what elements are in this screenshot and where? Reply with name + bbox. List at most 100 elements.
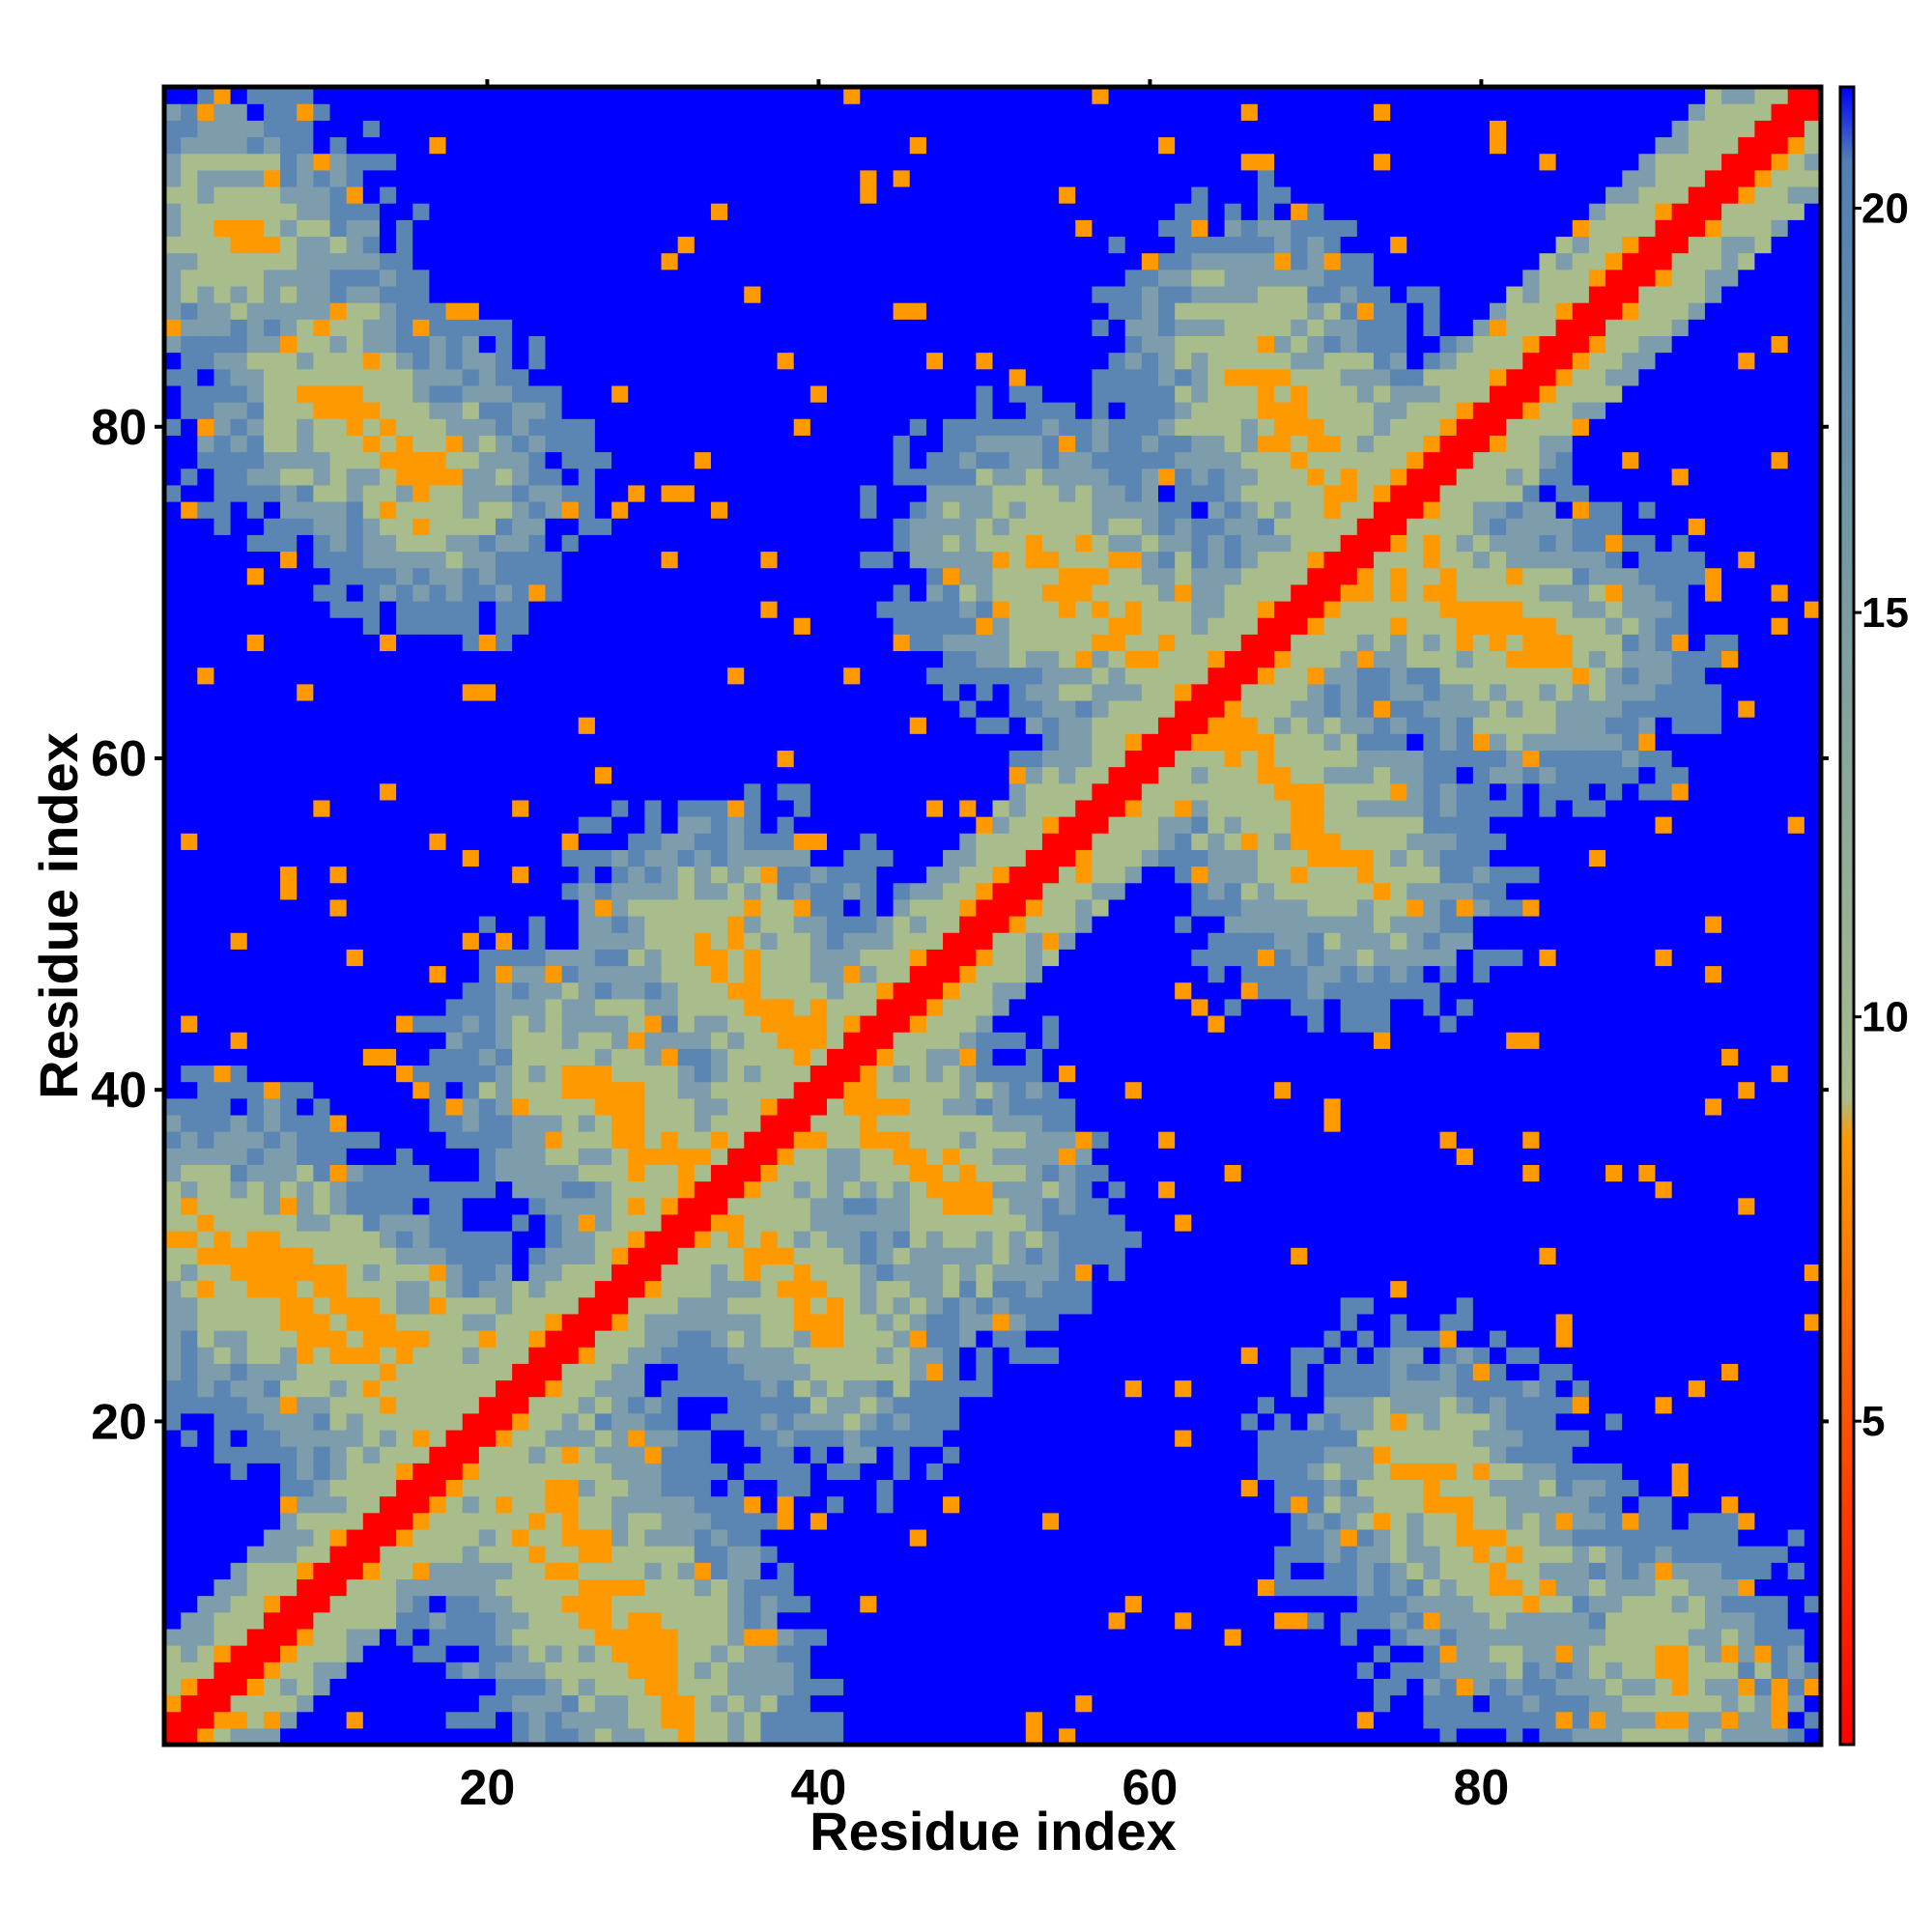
heatmap-cell xyxy=(843,1048,861,1066)
heatmap-cell xyxy=(313,153,331,171)
heatmap-cell xyxy=(594,169,612,187)
heatmap-cell xyxy=(164,1180,182,1199)
heatmap-cell xyxy=(164,551,182,569)
heatmap-cell xyxy=(976,1446,994,1463)
heatmap-cell xyxy=(412,1363,430,1381)
heatmap-cell xyxy=(661,1213,679,1232)
heatmap-cell xyxy=(959,750,977,768)
heatmap-cell xyxy=(843,965,861,983)
heatmap-cell xyxy=(976,849,994,867)
heatmap-cell xyxy=(561,766,580,784)
heatmap-cell xyxy=(976,1578,994,1597)
heatmap-cell xyxy=(677,1363,696,1381)
heatmap-cell xyxy=(644,418,663,436)
heatmap-cell xyxy=(561,252,580,270)
heatmap-cell xyxy=(379,866,397,884)
heatmap-cell xyxy=(181,418,198,436)
heatmap-cell xyxy=(197,1495,215,1514)
heatmap-cell xyxy=(744,103,761,121)
heatmap-cell xyxy=(760,1678,779,1696)
heatmap-cell xyxy=(661,1363,679,1381)
heatmap-cell xyxy=(496,932,513,950)
heatmap-cell xyxy=(478,203,497,220)
heatmap-cell xyxy=(827,285,844,303)
heatmap-cell xyxy=(362,418,381,436)
heatmap-cell xyxy=(594,319,612,336)
heatmap-cell xyxy=(164,567,182,585)
heatmap-cell xyxy=(478,1694,497,1713)
heatmap-cell xyxy=(496,1330,513,1348)
heatmap-cell xyxy=(677,1180,696,1199)
heatmap-cell xyxy=(478,667,497,685)
heatmap-cell xyxy=(876,120,895,138)
heatmap-cell xyxy=(478,816,497,834)
heatmap-cell xyxy=(181,1727,198,1746)
heatmap-cell xyxy=(594,185,612,204)
heatmap-cell xyxy=(876,998,895,1016)
heatmap-cell xyxy=(362,1562,381,1579)
heatmap-cell xyxy=(412,634,430,652)
heatmap-cell xyxy=(462,833,480,850)
heatmap-cell xyxy=(909,667,927,685)
heatmap-cell xyxy=(943,1379,960,1398)
heatmap-cell xyxy=(710,1164,728,1182)
heatmap-cell xyxy=(197,567,215,585)
heatmap-cell xyxy=(164,1694,182,1713)
heatmap-cell xyxy=(727,384,745,403)
heatmap-cell xyxy=(744,402,761,419)
heatmap-cell xyxy=(313,1180,331,1199)
heatmap-cell xyxy=(694,1562,712,1579)
heatmap-cell xyxy=(213,750,232,768)
heatmap-cell xyxy=(496,368,513,386)
heatmap-cell xyxy=(230,484,248,502)
heatmap-cell xyxy=(379,1429,397,1447)
heatmap-cell xyxy=(860,567,878,585)
heatmap-cell xyxy=(197,203,215,220)
heatmap-cell xyxy=(246,1347,265,1364)
heatmap-cell xyxy=(777,634,795,652)
heatmap-cell xyxy=(727,518,745,535)
heatmap-cell xyxy=(545,203,563,220)
heatmap-cell xyxy=(694,1148,712,1165)
heatmap-cell xyxy=(545,1148,563,1165)
heatmap-cell xyxy=(909,1213,927,1232)
heatmap-cell xyxy=(893,1727,911,1746)
heatmap-cell xyxy=(197,1131,215,1149)
heatmap-cell xyxy=(280,1164,298,1182)
heatmap-cell xyxy=(445,1446,464,1463)
heatmap-cell xyxy=(181,1032,198,1049)
heatmap-cell xyxy=(843,1512,861,1530)
heatmap-cell xyxy=(362,1546,381,1563)
heatmap-cell xyxy=(694,1396,712,1414)
heatmap-cell xyxy=(197,766,215,784)
heatmap-cell xyxy=(959,766,977,784)
heatmap-cell xyxy=(329,153,348,171)
heatmap-cell xyxy=(545,302,563,320)
heatmap-cell xyxy=(346,1711,364,1729)
heatmap-cell xyxy=(545,120,563,138)
heatmap-cell xyxy=(976,518,994,535)
heatmap-cell xyxy=(909,965,927,983)
heatmap-cell xyxy=(230,1065,248,1083)
heatmap-cell xyxy=(412,1512,430,1530)
heatmap-cell xyxy=(843,384,861,403)
heatmap-cell xyxy=(313,898,331,917)
heatmap-cell xyxy=(512,402,529,419)
heatmap-cell xyxy=(280,484,298,502)
heatmap-cell xyxy=(760,468,779,486)
heatmap-cell xyxy=(976,667,994,685)
heatmap-cell xyxy=(744,816,761,834)
heatmap-cell xyxy=(777,866,795,884)
heatmap-cell xyxy=(661,1645,679,1662)
heatmap-cell xyxy=(777,1231,795,1248)
heatmap-cell xyxy=(462,750,480,768)
heatmap-cell xyxy=(429,617,447,635)
heatmap-cell xyxy=(412,782,430,801)
heatmap-cell xyxy=(528,103,547,121)
heatmap-cell xyxy=(976,1546,994,1563)
heatmap-cell xyxy=(909,1231,927,1248)
heatmap-cell xyxy=(313,1296,331,1315)
heatmap-cell xyxy=(876,699,895,718)
heatmap-cell xyxy=(181,866,198,884)
heatmap-cell xyxy=(644,782,663,801)
